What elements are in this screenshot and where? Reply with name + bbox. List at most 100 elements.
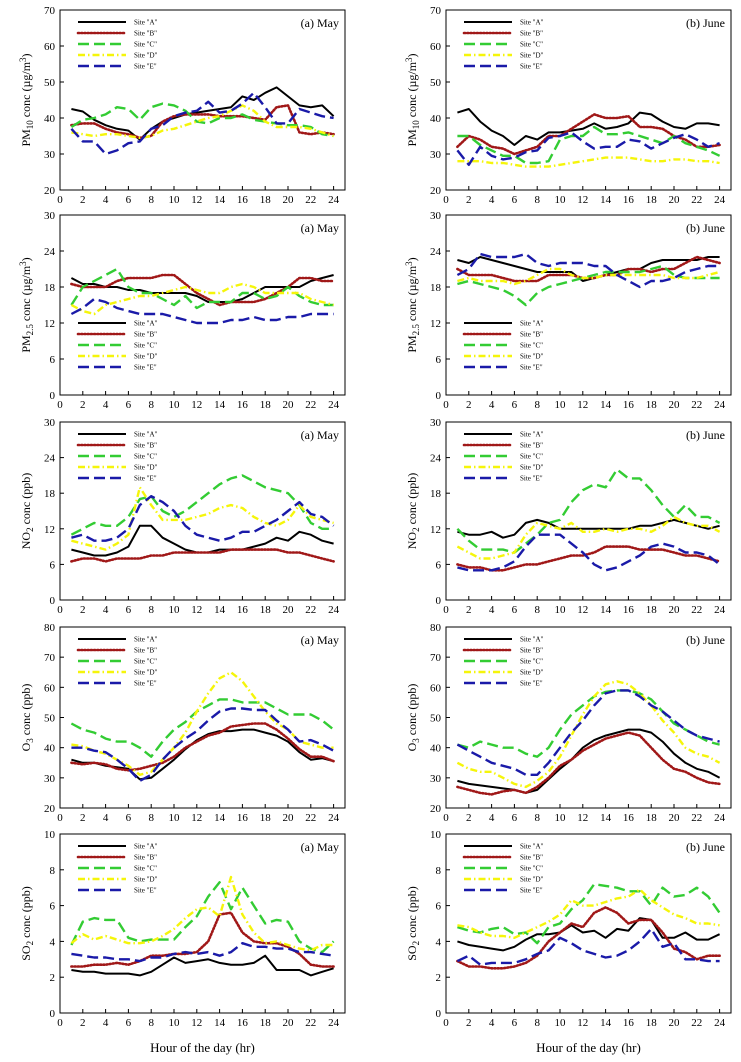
series-line-site-d [70, 875, 334, 952]
y-tick-label: 20 [430, 185, 442, 197]
y-tick-label: 12 [44, 524, 55, 536]
y-tick-label: 0 [50, 1008, 56, 1020]
legend-label: Site "B" [134, 442, 157, 450]
plot-frame [59, 421, 346, 601]
y-tick-label: 6 [436, 354, 442, 366]
x-tick-label: 12 [191, 399, 202, 411]
y-tick-label: 60 [44, 682, 56, 694]
legend: Site "A" Site "B" Site "C" Site "D" Site "E" [76, 843, 158, 895]
x-tick-label: 12 [191, 1017, 202, 1029]
y-axis-label: PM2.5 conc (µg/m3) [404, 257, 421, 352]
legend-label: Site "E" [520, 364, 543, 372]
legend: Site "A" Site "B" Site "C" Site "D" Site "E" [76, 636, 158, 688]
legend-label: Site "E" [520, 680, 543, 688]
series-line-site-e [456, 927, 720, 966]
panel-title: (a) May [301, 840, 339, 854]
y-tick-label: 24 [430, 453, 442, 465]
y-tick-label: 30 [44, 773, 56, 785]
x-tick-label: 16 [623, 1017, 635, 1029]
plot-frame [445, 214, 732, 396]
series-line-site-b [456, 906, 721, 970]
y-tick-label: 0 [436, 390, 442, 402]
legend-label: Site "D" [134, 464, 158, 472]
x-tick-label: 0 [443, 399, 449, 411]
x-tick-label: 8 [534, 604, 540, 616]
series-line-site-a [71, 954, 334, 977]
x-tick-label: 18 [646, 194, 658, 206]
x-tick-label: 10 [555, 812, 567, 824]
legend-label: Site "B" [520, 854, 543, 862]
y-tick-label: 8 [436, 865, 442, 877]
legend-label: Site "D" [520, 353, 544, 361]
x-tick-label: 20 [283, 399, 295, 411]
y-tick-label: 30 [44, 149, 56, 161]
x-tick-label: 4 [489, 194, 495, 206]
x-tick-label: 4 [489, 399, 495, 411]
x-tick-label: 16 [237, 399, 249, 411]
legend-label: Site "A" [520, 320, 544, 328]
panel-title: (b) June [686, 221, 725, 235]
y-tick-label: 30 [430, 417, 442, 429]
x-tick-label: 0 [443, 812, 449, 824]
x-tick-label: 4 [489, 604, 495, 616]
x-tick-label: 8 [148, 194, 154, 206]
plot-frame [445, 421, 732, 601]
y-axis-label: PM10 conc (µg/m3) [404, 53, 421, 146]
y-tick-label: 12 [430, 524, 441, 536]
x-tick-label: 12 [577, 399, 588, 411]
plot-frame [59, 9, 346, 191]
x-tick-label: 18 [646, 1017, 658, 1029]
x-tick-label: 14 [600, 1017, 612, 1029]
y-axis-label: PM10 conc (µg/m3) [18, 53, 35, 146]
x-tick-label: 6 [126, 1017, 132, 1029]
series-line-site-c [456, 468, 721, 554]
plot-frame [445, 626, 732, 809]
x-tick-label: 24 [714, 812, 726, 824]
x-tick-label: 10 [555, 399, 567, 411]
legend-label: Site "D" [134, 353, 158, 361]
y-tick-label: 60 [430, 682, 442, 694]
legend: Site "A" Site "B" Site "C" Site "D" Site "E" [462, 636, 544, 688]
x-tick-label: 4 [103, 604, 109, 616]
x-tick-label: 16 [237, 812, 249, 824]
y-tick-label: 0 [50, 595, 56, 607]
x-tick-label: 10 [169, 1017, 181, 1029]
legend-label: Site "A" [520, 843, 544, 851]
legend-label: Site "B" [520, 331, 543, 339]
y-axis-label: SO2 conc (ppb) [19, 886, 35, 961]
legend-label: Site "A" [134, 431, 158, 439]
y-tick-label: 30 [430, 149, 442, 161]
x-tick-label: 4 [103, 194, 109, 206]
y-tick-label: 50 [430, 713, 442, 725]
legend-label: Site "D" [520, 669, 544, 677]
series-line-site-e [71, 707, 335, 783]
legend-label: Site "C" [134, 41, 157, 49]
y-tick-label: 40 [44, 113, 56, 125]
x-tick-label: 0 [57, 604, 63, 616]
legend-label: Site "B" [520, 30, 543, 38]
series-line-site-d [457, 267, 720, 286]
legend-label: Site "D" [520, 52, 544, 60]
x-tick-label: 2 [466, 194, 472, 206]
panel-title: (b) June [686, 428, 725, 442]
x-tick-label: 22 [305, 812, 316, 824]
y-tick-label: 10 [430, 829, 442, 841]
y-tick-label: 6 [50, 559, 56, 571]
legend: Site "A" Site "B" Site "C" Site "D" Site "E" [462, 19, 544, 71]
series-line-site-d [71, 104, 334, 140]
y-tick-label: 60 [44, 41, 56, 53]
x-tick-label: 20 [669, 812, 681, 824]
series-line-site-d [456, 680, 721, 789]
y-tick-label: 24 [44, 246, 56, 258]
x-tick-label: 20 [669, 399, 681, 411]
series-line-site-c [457, 882, 721, 945]
legend-label: Site "E" [134, 680, 157, 688]
series-line-site-a [71, 524, 334, 557]
series-line-site-a [71, 86, 335, 141]
x-tick-label: 22 [691, 194, 702, 206]
x-tick-label: 0 [57, 399, 63, 411]
y-axis-label: O3 conc (ppb) [19, 684, 35, 752]
y-tick-label: 6 [436, 901, 442, 913]
